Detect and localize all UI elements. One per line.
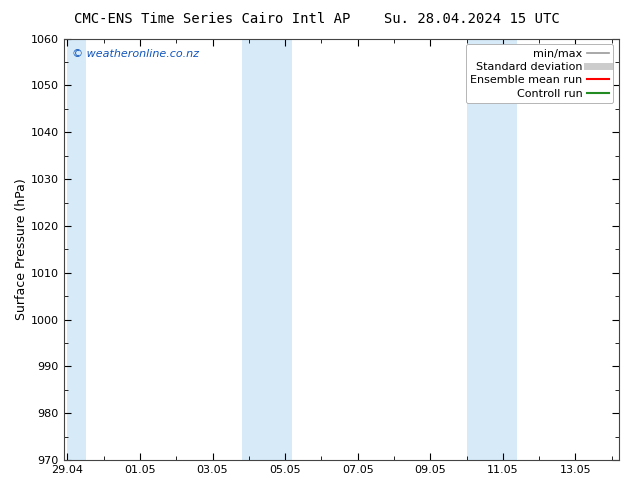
Bar (492, 39, 517, 460)
Text: © weatheronline.co.nz: © weatheronline.co.nz (72, 49, 199, 59)
Bar (467, 39, 492, 460)
Text: CMC-ENS Time Series Cairo Intl AP    Su. 28.04.2024 15 UTC: CMC-ENS Time Series Cairo Intl AP Su. 28… (74, 12, 560, 26)
Bar (67, 39, 86, 460)
Bar (242, 39, 267, 460)
Bar (267, 39, 292, 460)
Y-axis label: Surface Pressure (hPa): Surface Pressure (hPa) (15, 178, 28, 320)
Legend: min/max, Standard deviation, Ensemble mean run, Controll run: min/max, Standard deviation, Ensemble me… (465, 44, 614, 103)
